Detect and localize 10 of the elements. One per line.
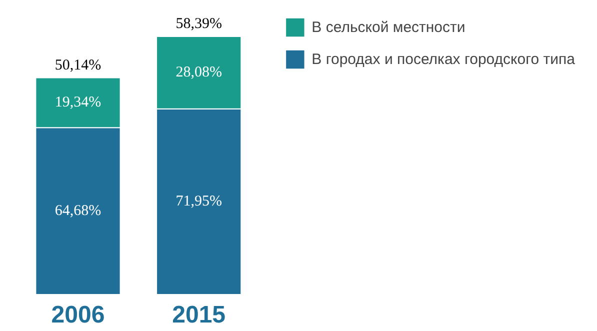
- annotation: 58,39%: [176, 16, 222, 32]
- x-tick-label: 2006: [51, 302, 105, 328]
- data-label: 64,68%: [54, 203, 102, 220]
- data-label: 28,08%: [176, 64, 222, 81]
- data-label: 71,95%: [176, 194, 222, 210]
- legend-label: В сельской местности: [312, 18, 466, 36]
- annotation: 50,14%: [54, 57, 102, 74]
- legend-label: В городах и поселках городского типа: [312, 50, 575, 68]
- x-tick-label: 2015: [172, 302, 226, 328]
- data-label: 19,34%: [54, 94, 102, 111]
